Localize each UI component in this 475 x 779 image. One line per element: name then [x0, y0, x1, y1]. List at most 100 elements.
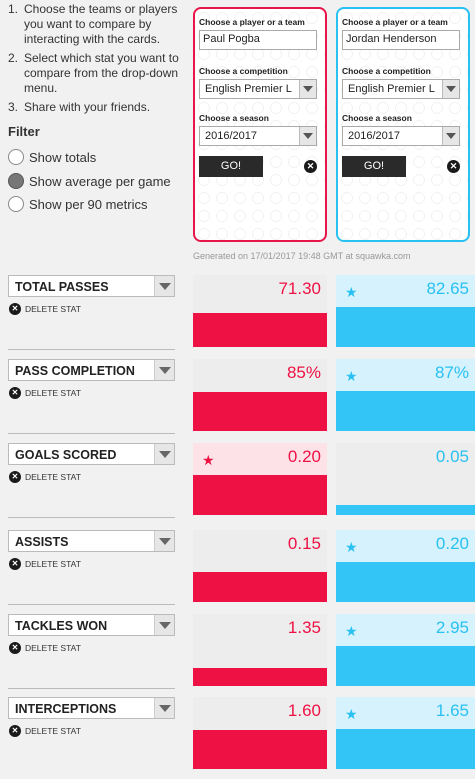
- stat-select[interactable]: INTERCEPTIONS: [8, 697, 175, 719]
- stat-name: INTERCEPTIONS: [15, 702, 117, 716]
- stat-select[interactable]: GOALS SCORED: [8, 443, 175, 465]
- stat-name: TACKLES WON: [15, 619, 108, 633]
- filter-option-per90[interactable]: Show per 90 metrics: [8, 196, 148, 212]
- radio-totals[interactable]: [8, 149, 24, 165]
- stat-divider: [8, 433, 175, 434]
- stat-bar: [336, 391, 475, 431]
- stat-value-left: 71.30: [193, 275, 327, 347]
- stat-value-right: 0.05: [336, 443, 475, 515]
- stat-value-left: 85%: [193, 359, 327, 431]
- star-icon: ★: [345, 368, 358, 384]
- filter-option-totals[interactable]: Show totals: [8, 149, 96, 165]
- season-label: Choose a season: [199, 113, 269, 123]
- close-icon: ✕: [9, 303, 21, 315]
- stat-name: ASSISTS: [15, 535, 69, 549]
- stat-value: 1.65: [435, 701, 469, 720]
- stat-value: 87%: [434, 363, 469, 382]
- season-select[interactable]: 2016/2017: [342, 126, 460, 146]
- stat-value: 1.35: [287, 618, 321, 637]
- filter-title: Filter: [8, 124, 40, 139]
- go-button[interactable]: GO!: [342, 156, 406, 177]
- instruction-item: 2. Select which stat you want to compare …: [8, 51, 179, 95]
- delete-stat-button[interactable]: ✕ DELETE STAT: [8, 558, 175, 570]
- stat-value: 2.95: [435, 618, 469, 637]
- stat-divider: [8, 604, 175, 605]
- chevron-down-icon: [154, 698, 174, 718]
- instruction-item: 1. Choose the teams or players you want t…: [8, 2, 178, 46]
- stat-value-right: ★ 1.65: [336, 697, 475, 769]
- stat-value-right: ★ 82.65: [336, 275, 475, 347]
- stat-bar: [193, 729, 327, 769]
- stat-row-goals-scored: GOALS SCORED ✕ DELETE STAT: [8, 443, 175, 483]
- player-label: Choose a player or a team: [199, 17, 305, 27]
- stat-value-left: 0.15: [193, 530, 327, 602]
- close-icon[interactable]: ✕: [304, 160, 317, 173]
- stat-select[interactable]: TACKLES WON: [8, 614, 175, 636]
- chevron-down-icon: [154, 360, 174, 380]
- delete-stat-button[interactable]: ✕ DELETE STAT: [8, 725, 175, 737]
- stat-divider: [8, 688, 175, 689]
- stat-bar: [336, 562, 475, 602]
- close-icon: ✕: [9, 642, 21, 654]
- stat-value-left: ★ 0.20: [193, 443, 327, 515]
- player-card-2: Choose a player or a team Jordan Henders…: [336, 7, 470, 242]
- stat-bar: [336, 307, 475, 347]
- stat-value-left: 1.60: [193, 697, 327, 769]
- chevron-down-icon: [154, 444, 174, 464]
- delete-stat-label: DELETE STAT: [25, 304, 81, 314]
- close-icon[interactable]: ✕: [447, 160, 460, 173]
- player-input[interactable]: Paul Pogba: [199, 30, 317, 50]
- chevron-down-icon: [442, 127, 459, 145]
- stat-bar: [193, 562, 327, 602]
- delete-stat-label: DELETE STAT: [25, 559, 81, 569]
- delete-stat-button[interactable]: ✕ DELETE STAT: [8, 471, 175, 483]
- stat-select[interactable]: PASS COMPLETION: [8, 359, 175, 381]
- star-icon: ★: [202, 452, 215, 468]
- competition-select[interactable]: English Premier L: [199, 79, 317, 99]
- competition-select[interactable]: English Premier L: [342, 79, 460, 99]
- stat-row-tackles-won: TACKLES WON ✕ DELETE STAT: [8, 614, 175, 654]
- stat-value-left: 1.35: [193, 614, 327, 686]
- competition-label: Choose a competition: [342, 66, 431, 76]
- radio-per90[interactable]: [8, 196, 24, 212]
- stat-value-right: ★ 87%: [336, 359, 475, 431]
- stat-row-total-passes: TOTAL PASSES ✕ DELETE STAT: [8, 275, 175, 315]
- player-input[interactable]: Jordan Henderson: [342, 30, 460, 50]
- stat-divider: [8, 349, 175, 350]
- radio-average[interactable]: [8, 173, 24, 189]
- stat-bar: [193, 391, 327, 431]
- chevron-down-icon: [442, 80, 459, 98]
- stat-select[interactable]: TOTAL PASSES: [8, 275, 175, 297]
- go-button[interactable]: GO!: [199, 156, 263, 177]
- stat-name: GOALS SCORED: [15, 448, 117, 462]
- stat-value: 0.20: [287, 447, 321, 466]
- stat-value: 82.65: [426, 279, 469, 298]
- generated-note: Generated on 17/01/2017 19:48 GMT at squ…: [193, 251, 411, 261]
- close-icon: ✕: [9, 558, 21, 570]
- stat-value: 71.30: [278, 279, 321, 298]
- stat-name: TOTAL PASSES: [15, 280, 109, 294]
- stat-bar: [336, 729, 475, 769]
- close-icon: ✕: [9, 387, 21, 399]
- stat-select[interactable]: ASSISTS: [8, 530, 175, 552]
- chevron-down-icon: [154, 531, 174, 551]
- delete-stat-button[interactable]: ✕ DELETE STAT: [8, 387, 175, 399]
- delete-stat-button[interactable]: ✕ DELETE STAT: [8, 642, 175, 654]
- delete-stat-label: DELETE STAT: [25, 726, 81, 736]
- chevron-down-icon: [299, 80, 316, 98]
- filter-option-average[interactable]: Show average per game: [8, 173, 171, 189]
- instructions-list: 1. Choose the teams or players you want t…: [8, 2, 190, 119]
- delete-stat-button[interactable]: ✕ DELETE STAT: [8, 303, 175, 315]
- stat-row-pass-completion: PASS COMPLETION ✕ DELETE STAT: [8, 359, 175, 399]
- close-icon: ✕: [9, 471, 21, 483]
- stat-value: 0.05: [435, 447, 469, 466]
- close-icon: ✕: [9, 725, 21, 737]
- season-select[interactable]: 2016/2017: [199, 126, 317, 146]
- stat-value-right: ★ 2.95: [336, 614, 475, 686]
- stat-bar: [193, 646, 327, 686]
- competition-label: Choose a competition: [199, 66, 288, 76]
- delete-stat-label: DELETE STAT: [25, 472, 81, 482]
- stat-value: 1.60: [287, 701, 321, 720]
- stat-bar: [336, 475, 475, 515]
- chevron-down-icon: [154, 276, 174, 296]
